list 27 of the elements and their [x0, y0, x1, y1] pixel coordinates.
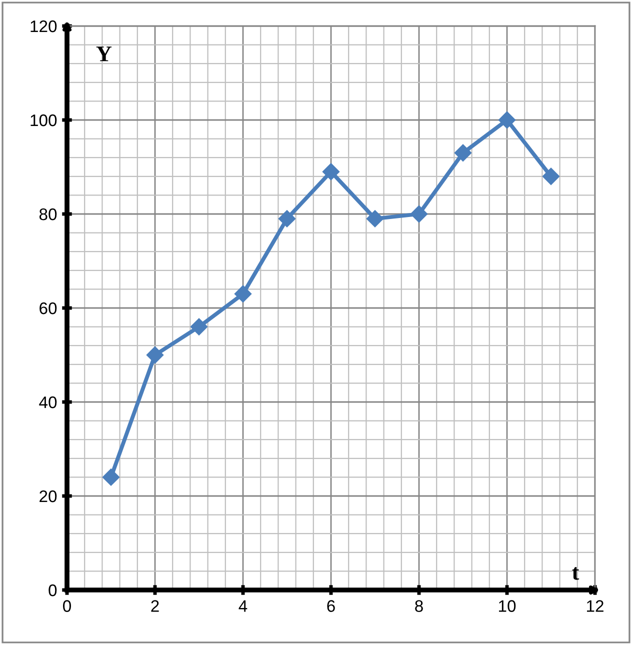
- y-axis-title: Y: [96, 46, 112, 62]
- x-tick-label: 8: [415, 600, 423, 612]
- y-tick-label: 120: [30, 20, 57, 32]
- x-axis-title: t: [572, 567, 580, 580]
- x-tick-label: 4: [238, 600, 248, 612]
- point: [454, 144, 472, 162]
- x-tick-label: 10: [499, 600, 516, 612]
- y-tick-label: 60: [40, 302, 57, 314]
- point: [498, 111, 516, 129]
- y-tick-label: 40: [39, 396, 57, 408]
- point: [190, 318, 208, 336]
- x-tick-label: 6: [327, 600, 335, 612]
- point: [278, 210, 296, 228]
- point: [542, 168, 560, 185]
- x-tick-label: 12: [587, 600, 604, 612]
- point: [234, 285, 252, 302]
- x-tick-label: 0: [63, 600, 71, 612]
- point: [366, 210, 384, 228]
- point: [410, 205, 428, 223]
- y-tick-label: 80: [39, 208, 57, 220]
- point: [146, 346, 164, 364]
- point: [322, 163, 340, 180]
- x-tick-label: 2: [151, 600, 159, 612]
- y-tick-label: 20: [40, 490, 57, 502]
- y-tick-label: 100: [30, 114, 57, 126]
- y-tick-label: 0: [48, 584, 57, 596]
- point: [102, 468, 120, 486]
